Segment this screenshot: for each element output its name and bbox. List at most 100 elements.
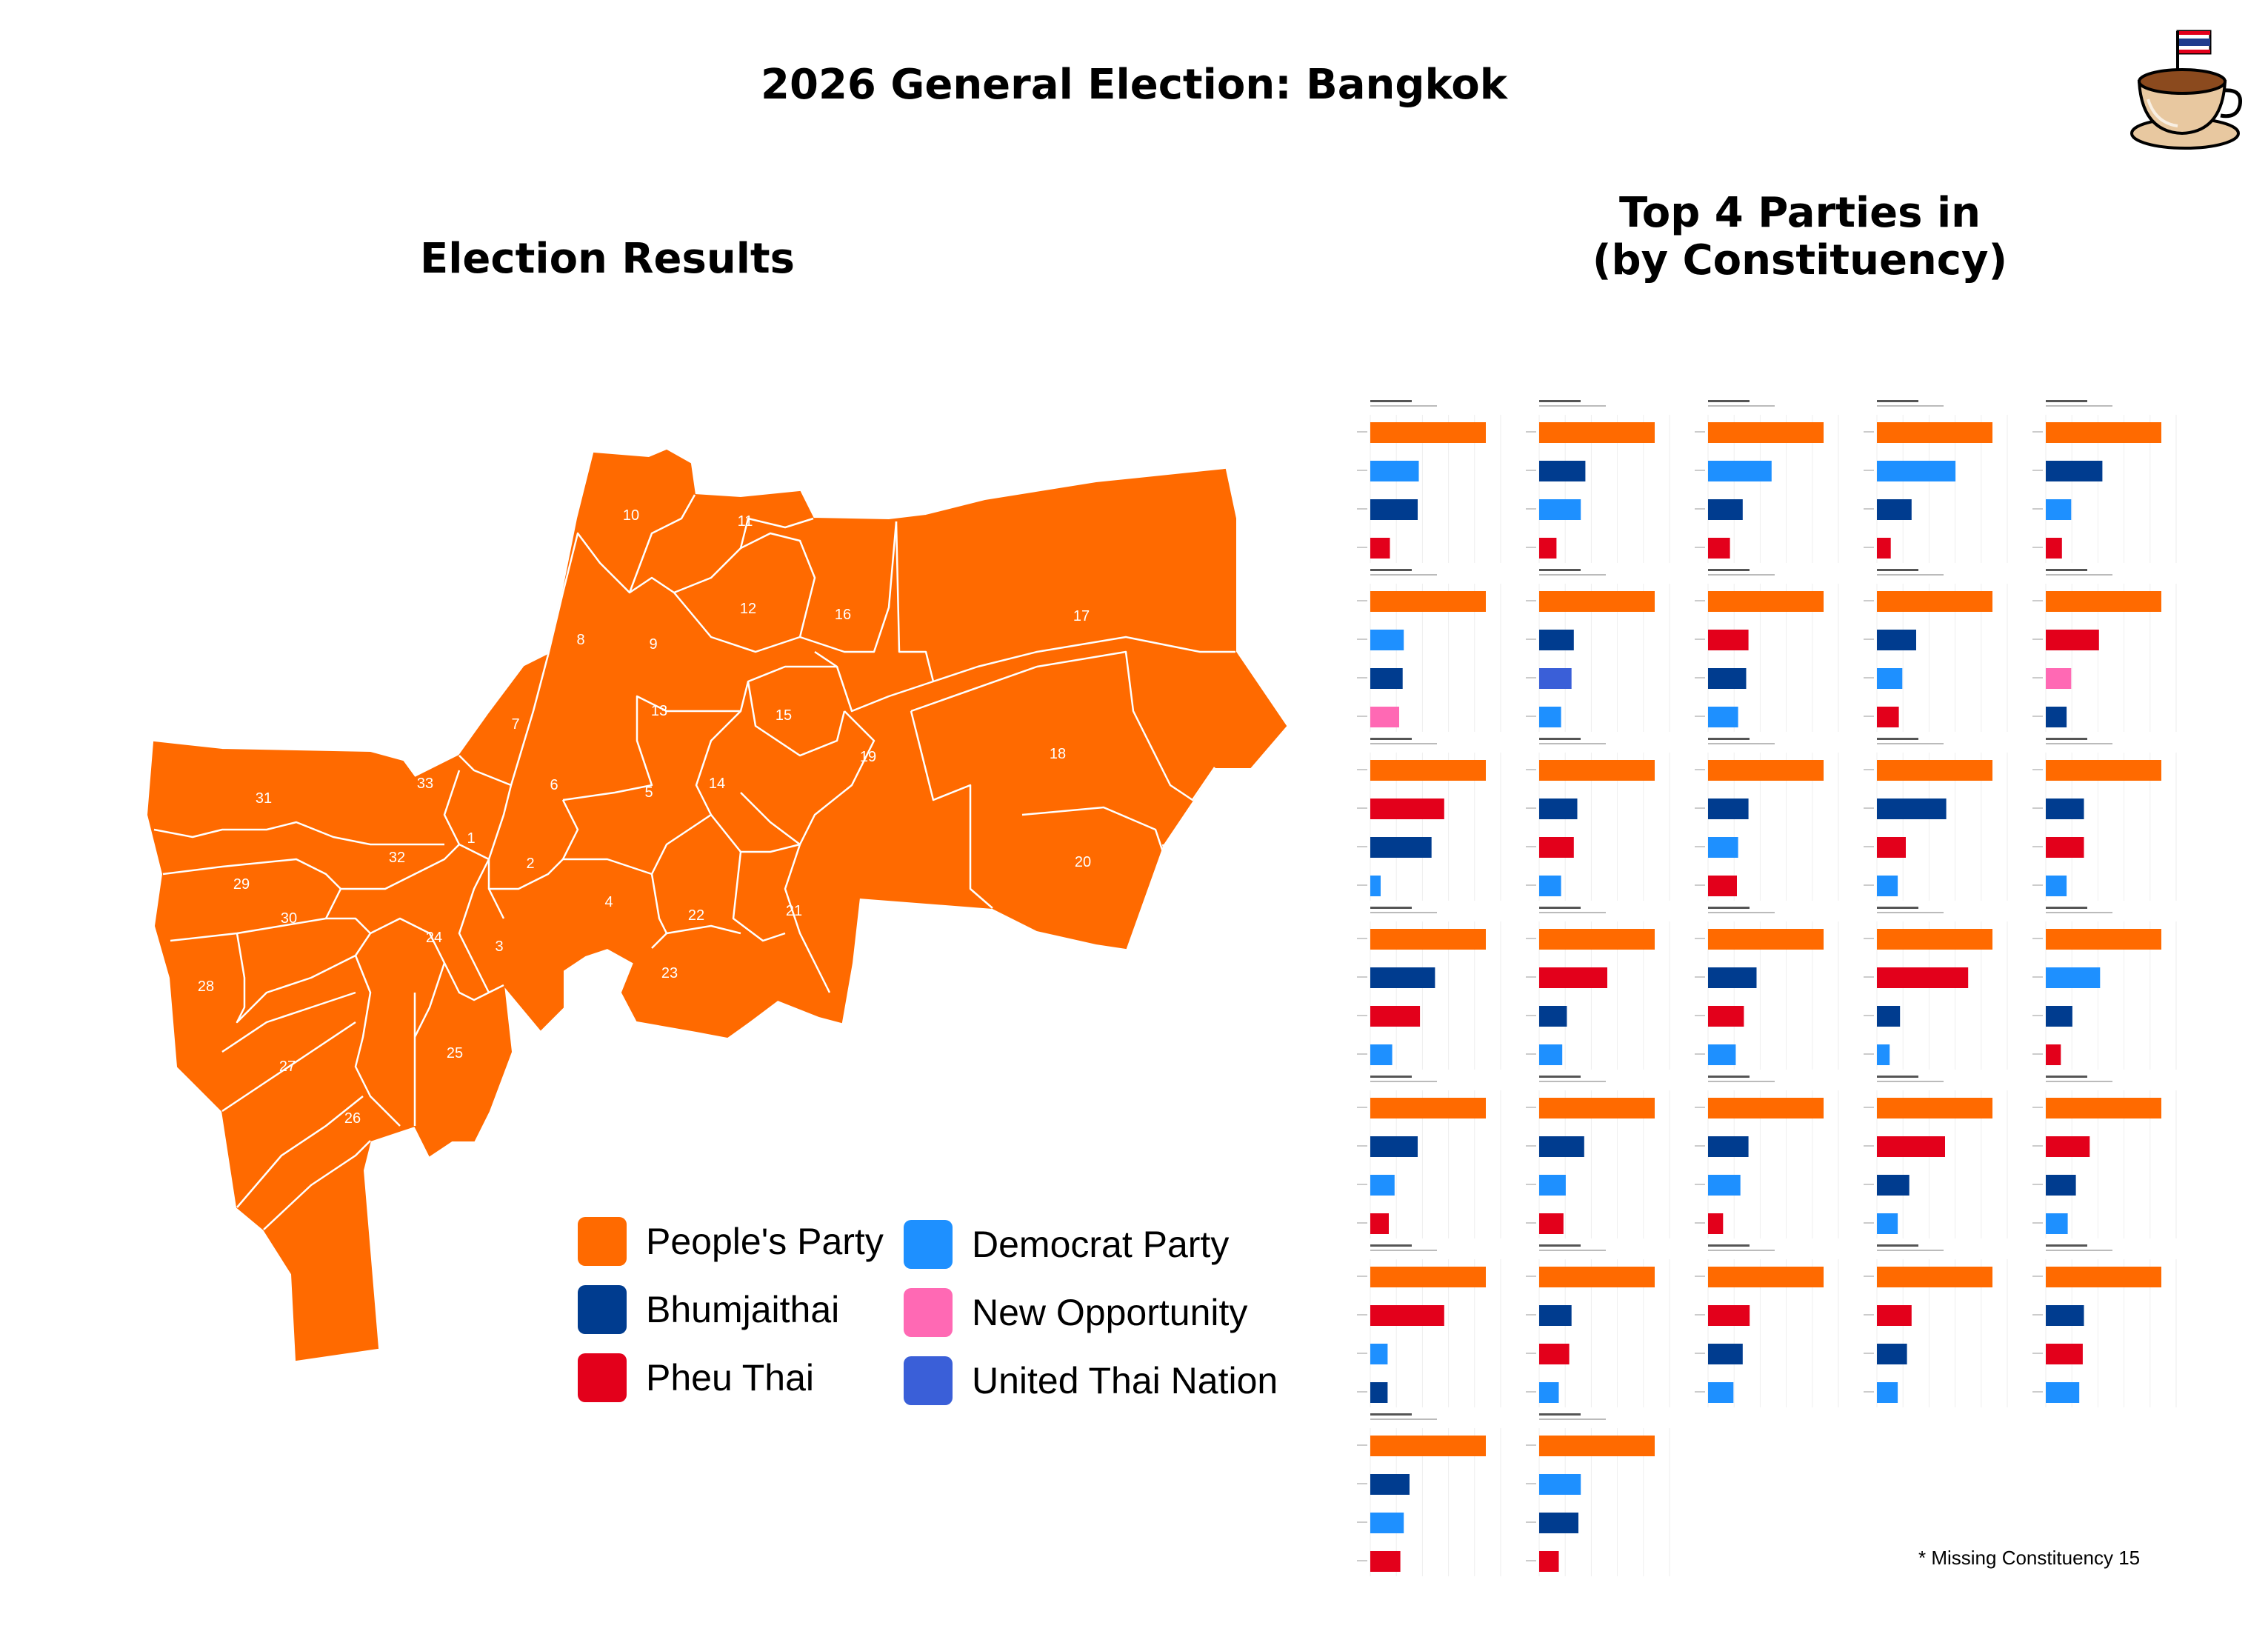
mini-chart-axis-label xyxy=(1526,1053,1536,1055)
legend-swatch xyxy=(904,1220,953,1269)
mini-chart-subtitle xyxy=(1539,743,1606,744)
mini-chart-subtitle xyxy=(1370,1081,1437,1082)
mini-chart-axis-label xyxy=(2032,547,2043,548)
mini-chart-title xyxy=(1877,569,1918,571)
mini-chart-axis-label xyxy=(1864,1353,1874,1354)
mini-chart-bar xyxy=(1370,967,1435,988)
mini-chart xyxy=(2032,1076,2177,1238)
mini-chart-bar xyxy=(1877,461,1956,481)
mini-chart-bar xyxy=(1370,1551,1401,1572)
mini-chart-title xyxy=(1708,569,1750,571)
mini-chart-bar xyxy=(1370,837,1432,858)
mini-chart-bar xyxy=(1539,799,1578,819)
mini-chart-axis-label xyxy=(1526,547,1536,548)
mini-chart xyxy=(1695,1076,1839,1238)
mini-chart-bar xyxy=(2046,630,2099,650)
mini-chart-bar xyxy=(1708,876,1737,896)
mini-chart-axis-label xyxy=(1357,716,1367,717)
mini-chart-bar xyxy=(1539,1305,1572,1326)
mini-chart-subtitle xyxy=(2046,574,2112,576)
mini-chart-title xyxy=(1708,907,1750,909)
mini-chart-axis-label xyxy=(1526,1222,1536,1224)
mini-chart-title xyxy=(1877,738,1918,740)
mini-chart-bar xyxy=(1539,630,1574,650)
mini-chart-subtitle xyxy=(1877,405,1944,407)
mini-chart-bar xyxy=(1708,760,1824,781)
map-label: 28 xyxy=(198,978,214,995)
mini-chart-bar xyxy=(1539,1098,1655,1118)
mini-chart-axis-label xyxy=(1357,976,1367,978)
mini-chart-bar xyxy=(1877,1136,1945,1157)
mini-chart-bar xyxy=(1708,837,1738,858)
mini-chart-title xyxy=(2046,400,2087,402)
mini-chart-bar xyxy=(1370,760,1486,781)
mini-chart-bar xyxy=(1877,967,1969,988)
mini-chart-axis-label xyxy=(1526,1015,1536,1016)
mini-chart-bar xyxy=(1877,760,1992,781)
mini-chart xyxy=(1526,1413,1670,1576)
mini-chart-bar xyxy=(1708,591,1824,612)
map-label: 8 xyxy=(576,632,584,648)
mini-chart-axis-label xyxy=(1526,938,1536,939)
mini-chart-bar xyxy=(1539,837,1574,858)
map-label: 6 xyxy=(550,777,558,793)
map-label: 32 xyxy=(389,850,405,866)
mini-chart-subtitle xyxy=(2046,912,2112,913)
mini-chart-axis-label xyxy=(2032,600,2043,601)
mini-chart-axis-label xyxy=(2032,938,2043,939)
mini-chart-bar xyxy=(1370,1267,1486,1287)
mini-chart-axis-label xyxy=(1695,1314,1705,1316)
legend-item: People's Party xyxy=(578,1215,884,1268)
mini-chart-bar xyxy=(1708,1044,1736,1065)
map-label: 2 xyxy=(526,856,534,872)
mini-chart-bar xyxy=(1370,461,1419,481)
mini-chart-bar xyxy=(1708,967,1757,988)
mini-chart-subtitle xyxy=(1877,1081,1944,1082)
mini-chart-subtitle xyxy=(1539,1250,1606,1251)
mini-chart-bar xyxy=(1370,1474,1410,1495)
mini-chart-axis-label xyxy=(1864,938,1874,939)
mini-chart-axis-label xyxy=(1864,470,1874,471)
mini-chart-bar xyxy=(2046,1213,2068,1234)
mini-chart-bar xyxy=(1708,1136,1749,1157)
mini-chart xyxy=(1357,1413,1501,1576)
map-label: 16 xyxy=(835,607,851,623)
legend-label: United Thai Nation xyxy=(972,1360,1278,1401)
mini-chart-axis-label xyxy=(1864,508,1874,510)
mini-chart-bar xyxy=(1539,668,1572,689)
mini-chart-bar xyxy=(2046,929,2161,950)
mini-chart xyxy=(1357,569,1501,732)
mini-chart xyxy=(1357,907,1501,1070)
mini-chart-bar xyxy=(1708,422,1824,443)
mini-chart-axis-label xyxy=(2032,807,2043,809)
mini-chart-bar xyxy=(1708,1344,1743,1364)
mini-chart-bar xyxy=(1708,499,1743,520)
mini-chart xyxy=(1864,569,2008,732)
legend-swatch xyxy=(578,1217,627,1266)
mini-chart-axis-label xyxy=(1864,1053,1874,1055)
mini-chart-axis-label xyxy=(1695,1015,1705,1016)
mini-chart-axis-label xyxy=(2032,1276,2043,1277)
mini-chart-axis-label xyxy=(2032,1391,2043,1393)
mini-chart-bar xyxy=(1708,929,1824,950)
mini-chart-title xyxy=(1877,1076,1918,1078)
mini-chart-bar xyxy=(2046,760,2161,781)
mini-chart-subtitle xyxy=(1877,1250,1944,1251)
mini-chart-axis-label xyxy=(1526,431,1536,433)
mini-chart-axis-label xyxy=(1526,1184,1536,1185)
mini-chart-axis-label xyxy=(1695,508,1705,510)
mini-chart-bar xyxy=(1370,1344,1388,1364)
mini-chart-axis-label xyxy=(1695,1053,1705,1055)
map-label: 3 xyxy=(495,938,503,955)
legend-label: New Opportunity xyxy=(972,1292,1248,1333)
mini-chart-axis-label xyxy=(1526,1145,1536,1147)
mini-chart-bar xyxy=(1877,1098,1992,1118)
mini-chart-bar xyxy=(1539,1382,1559,1403)
mini-chart-bar xyxy=(1539,707,1561,727)
mini-chart-title xyxy=(1539,569,1581,571)
mini-chart-subtitle xyxy=(1708,1250,1775,1251)
mini-chart xyxy=(1357,400,1501,563)
mini-chart-title xyxy=(1708,400,1750,402)
mini-chart-axis-label xyxy=(1864,1391,1874,1393)
mini-chart-axis-label xyxy=(1357,1015,1367,1016)
